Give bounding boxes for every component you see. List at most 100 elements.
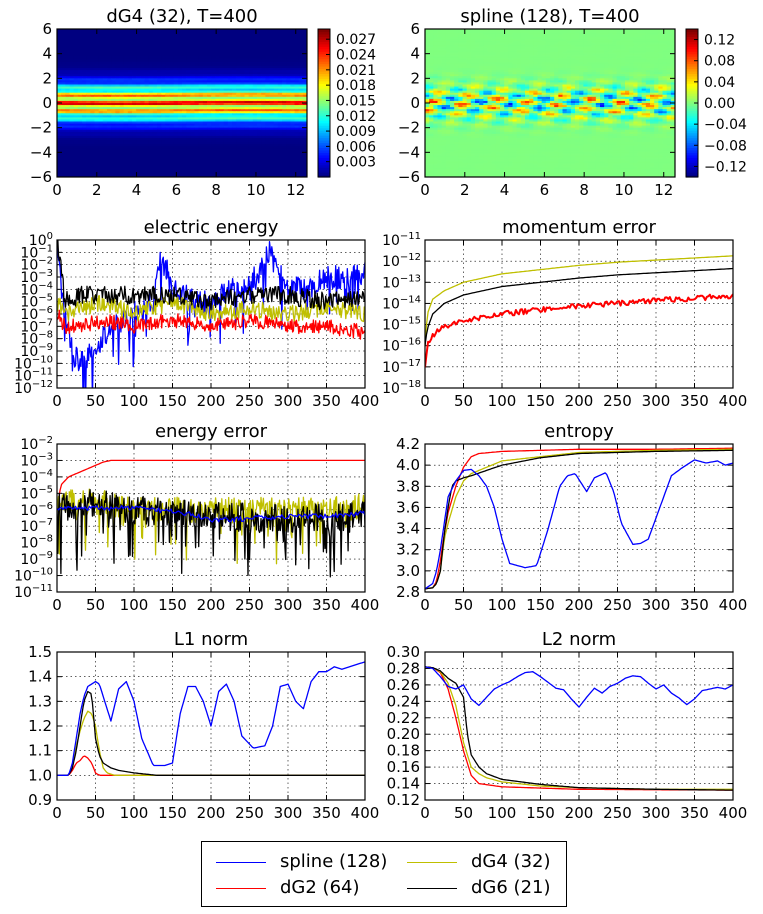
heat_dg4-cell [273,51,279,55]
heat_dg4-cell [194,78,200,81]
heat_dg4-cell [227,168,233,172]
heat_dg4-cell [90,133,95,137]
heat_dg4-cell [277,31,283,34]
heat_dg4-cell [148,109,154,112]
heat_dg4-cell [261,158,266,162]
heat_dg4-cell [144,160,150,164]
heat_dg4-cell [286,166,291,170]
heat_dg4-cell [82,41,87,44]
heat_dg4-cell [65,53,70,57]
heat_dg4-cell [286,107,291,110]
heat_dg4-cell [94,129,100,133]
heat_dg4-cell [282,105,287,108]
heat_dg4-cell [244,80,250,83]
heat_dg4-colorbar-label: 0.018 [336,78,376,94]
heat_dg4-cell [223,158,229,162]
heat_dg4-cell [294,51,300,55]
heat_dg4-cell [236,55,241,59]
heat_dg4-cell [190,41,195,44]
heat_dg4-cell [148,129,154,133]
heat_dg4-cell [123,47,129,51]
heat_dg4-cell [257,47,262,51]
heat_dg4-cell [215,88,220,92]
heat_dg4-cell [219,135,225,139]
heat_dg4-cell [194,51,200,55]
heat_dg4-cell [194,43,200,46]
heat_dg4-cell [61,144,66,147]
heat_dg4-cell [277,37,283,40]
heat_dg4-cell [127,135,133,139]
heat_dg4-cell [240,172,245,176]
heat_dg4-cell [252,150,258,153]
heat_spline-cell [554,33,559,36]
heat_dg4-cell [132,168,137,172]
heat_dg4-cell [252,68,258,71]
heat_dg4-cell [298,140,304,143]
heat_dg4-cell [127,119,133,122]
heat_dg4-cell [273,37,279,40]
heat_dg4-cell [290,105,295,108]
heat_dg4-cell [282,53,287,57]
heat_dg4-cell [157,135,162,139]
heat_dg4-cell [282,41,287,44]
heat_dg4-cell [73,59,79,63]
heat_dg4-cell [94,154,100,157]
heat_dg4-cell [98,174,104,178]
heat_dg4-cell [169,59,175,63]
heat_spline-cell [566,35,572,38]
heat_dg4-cell [269,140,275,143]
heat_dg4-cell [69,33,75,36]
heat_dg4-cell [152,148,158,151]
heat_dg4-cell [186,137,191,141]
heat_dg4-cell [186,129,191,133]
heat_dg4-cell [211,115,216,118]
heat_dg4-cell [252,140,258,143]
heat_dg4-cell [290,43,295,46]
heat_dg4-cell [190,162,195,166]
heat_dg4-cell [223,154,229,157]
heat_dg4-cell [119,111,125,114]
heat_dg4-cell [261,137,266,141]
heat_dg4-cell [294,117,300,120]
heat_dg4-cell [102,158,108,162]
heat_dg4-cell [77,59,83,63]
heat_dg4-cell [232,123,237,127]
heat_dg4-cell [290,70,295,73]
heat_dg4-cell [148,70,154,73]
heat_dg4-cell [261,148,266,151]
heat_dg4-cell [223,140,229,143]
heat_dg4-cell [61,74,66,77]
heat_spline-cell [483,39,488,42]
heat_dg4-cell [194,146,200,149]
heat_dg4-cell [132,63,137,67]
heat_dg4-cell [269,105,275,108]
heat_dg4-cell [98,51,104,55]
heat_dg4-cell [173,109,179,112]
heat_dg4-cell [57,94,62,98]
heat_dg4-colorbar-cell [318,117,330,121]
heat_dg4-cell [223,92,229,96]
heat_dg4-cell [257,142,262,145]
heat_dg4-cell [236,174,241,178]
heat_dg4-cell [207,160,212,164]
heat_dg4-cell [236,158,241,162]
heat_dg4-cell [177,144,183,147]
heat_dg4-cell [186,90,191,94]
heat_spline-cell [512,37,518,40]
heat_dg4-cell [161,51,166,55]
heat_spline-cell [566,41,572,44]
heat_dg4-cell [186,105,191,108]
heat_dg4-cell [269,35,275,38]
heat_dg4-cell [107,92,112,96]
heat_dg4-cell [269,162,275,166]
heat_dg4-cell [190,76,195,79]
heat_dg4-cell [182,94,187,98]
heat_dg4-colorbar-cell [318,105,330,109]
heat_dg4-cell [211,113,216,116]
heat_dg4-cell [115,168,120,172]
heat_dg4-cell [244,144,250,147]
heat_dg4-cell [198,113,204,116]
heat_dg4-cell [111,146,116,149]
heat_dg4-cell [86,90,91,94]
heat_dg4-cell [90,105,95,108]
